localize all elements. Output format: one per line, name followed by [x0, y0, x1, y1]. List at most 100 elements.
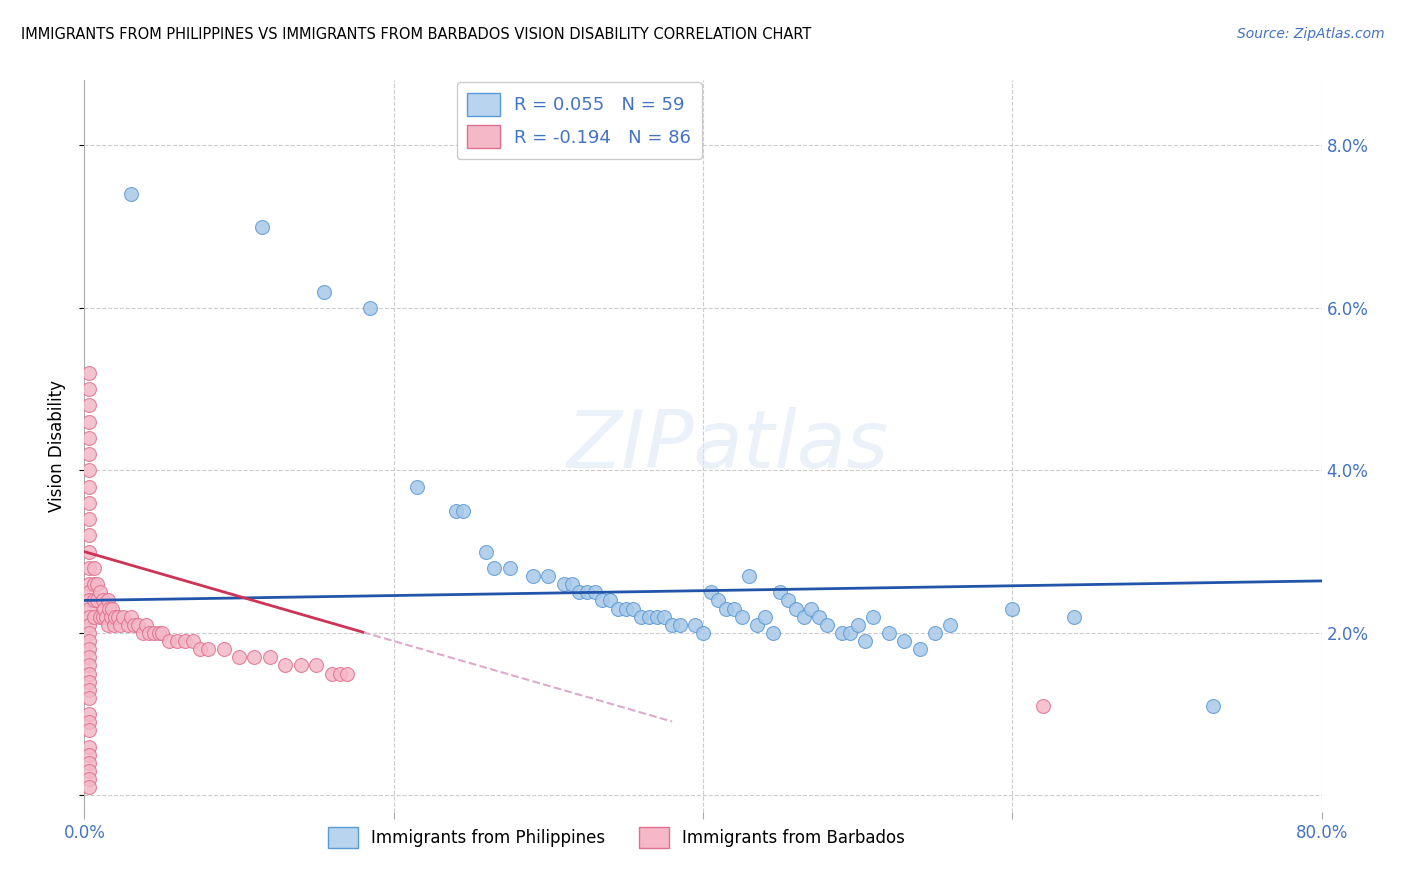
Point: [77, 366, 100, 380]
Point: [143, 626, 166, 640]
Point: [336, 666, 359, 681]
Point: [77, 642, 100, 657]
Point: [637, 609, 661, 624]
Point: [127, 617, 149, 632]
Point: [132, 626, 155, 640]
Point: [453, 504, 475, 518]
Point: [77, 780, 100, 795]
Point: [614, 601, 637, 615]
Point: [112, 609, 135, 624]
Point: [93, 601, 115, 615]
Point: [83, 593, 105, 607]
Point: [89, 585, 111, 599]
Point: [77, 617, 100, 632]
Point: [77, 544, 100, 558]
Point: [91, 609, 114, 624]
Point: [77, 512, 100, 526]
Point: [77, 650, 100, 665]
Point: [150, 626, 173, 640]
Point: [174, 634, 197, 648]
Point: [86, 593, 108, 607]
Point: [305, 658, 328, 673]
Point: [77, 577, 100, 591]
Point: [77, 601, 100, 615]
Point: [621, 601, 644, 615]
Point: [77, 609, 100, 624]
Point: [138, 626, 160, 640]
Point: [290, 658, 312, 673]
Point: [117, 617, 139, 632]
Point: [120, 609, 142, 624]
Point: [576, 585, 599, 599]
Point: [893, 634, 915, 648]
Point: [862, 609, 884, 624]
Point: [807, 609, 830, 624]
Point: [77, 415, 100, 429]
Point: [475, 544, 498, 558]
Point: [77, 707, 100, 722]
Point: [77, 382, 100, 396]
Point: [77, 690, 100, 705]
Point: [148, 626, 170, 640]
Point: [606, 601, 628, 615]
Point: [714, 601, 737, 615]
Point: [537, 569, 560, 583]
Point: [103, 617, 125, 632]
Point: [745, 617, 768, 632]
Point: [77, 756, 100, 770]
Point: [77, 666, 100, 681]
Point: [592, 593, 614, 607]
Point: [77, 682, 100, 697]
Point: [86, 577, 108, 591]
Point: [104, 609, 127, 624]
Point: [669, 617, 692, 632]
Text: Source: ZipAtlas.com: Source: ZipAtlas.com: [1237, 27, 1385, 41]
Point: [793, 609, 815, 624]
Y-axis label: Vision Disability: Vision Disability: [48, 380, 66, 512]
Point: [212, 642, 235, 657]
Point: [939, 617, 962, 632]
Point: [321, 666, 343, 681]
Point: [924, 626, 946, 640]
Point: [77, 634, 100, 648]
Point: [1063, 609, 1085, 624]
Point: [77, 715, 100, 730]
Point: [77, 496, 100, 510]
Point: [762, 626, 785, 640]
Point: [94, 609, 117, 624]
Point: [77, 674, 100, 689]
Point: [738, 569, 761, 583]
Point: [197, 642, 219, 657]
Point: [98, 601, 121, 615]
Point: [661, 617, 683, 632]
Point: [405, 480, 427, 494]
Point: [568, 585, 591, 599]
Point: [91, 593, 114, 607]
Text: IMMIGRANTS FROM PHILIPPINES VS IMMIGRANTS FROM BARBADOS VISION DISABILITY CORREL: IMMIGRANTS FROM PHILIPPINES VS IMMIGRANT…: [21, 27, 811, 42]
Point: [855, 634, 877, 648]
Point: [89, 609, 111, 624]
Point: [228, 650, 250, 665]
Point: [77, 772, 100, 787]
Point: [776, 593, 799, 607]
Point: [652, 609, 675, 624]
Point: [700, 585, 723, 599]
Point: [135, 617, 157, 632]
Point: [484, 561, 506, 575]
Point: [731, 609, 754, 624]
Point: [101, 601, 124, 615]
Point: [838, 626, 860, 640]
Point: [583, 585, 606, 599]
Point: [630, 609, 652, 624]
Point: [77, 723, 100, 738]
Point: [181, 634, 204, 648]
Point: [723, 601, 745, 615]
Point: [815, 617, 838, 632]
Point: [122, 617, 145, 632]
Point: [83, 561, 105, 575]
Point: [120, 187, 142, 202]
Point: [77, 431, 100, 445]
Point: [754, 609, 776, 624]
Point: [645, 609, 668, 624]
Point: [108, 617, 131, 632]
